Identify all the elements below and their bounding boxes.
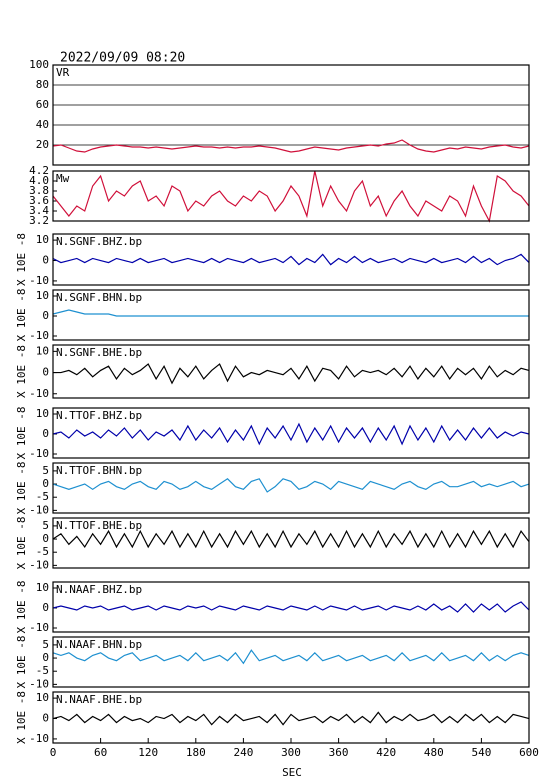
y-tick-label: -10 — [29, 732, 49, 745]
x-tick-label: 540 — [471, 746, 491, 759]
x-tick-label: 180 — [186, 746, 206, 759]
waveform — [52, 478, 530, 493]
panel-frame — [52, 407, 530, 459]
y-tick-label: -5 — [36, 545, 49, 558]
y-tick-label: 10 — [36, 581, 49, 594]
y-tick-label: -5 — [36, 664, 49, 677]
y-tick-label: 10 — [36, 233, 49, 246]
panel-label: N.TTOF.BHN.bp — [56, 464, 142, 477]
y-tick-label: 10 — [36, 691, 49, 704]
panel-frame — [52, 64, 530, 166]
y-tick-label: 5 — [42, 464, 49, 477]
y-tick-label: 0 — [42, 427, 49, 440]
y-tick-label: -10 — [29, 329, 49, 342]
panel-label: N.TTOF.BHE.bp — [56, 519, 142, 532]
y-axis-label: X 10E -8 — [15, 407, 28, 460]
panel-frame — [52, 170, 530, 222]
panel-label: N.TTOF.BHZ.bp — [56, 409, 142, 422]
panel-label: VR — [56, 66, 70, 79]
x-tick-label: 120 — [138, 746, 158, 759]
y-tick-label: 3.2 — [29, 214, 49, 227]
panel-label: Mw — [56, 172, 70, 185]
y-tick-label: -10 — [29, 503, 49, 516]
y-tick-label: 0 — [42, 254, 49, 267]
panel-frame — [52, 581, 530, 633]
y-tick-label: 5 — [42, 519, 49, 532]
waveform — [52, 711, 530, 726]
y-tick-label: 0 — [42, 309, 49, 322]
panel-frame — [52, 233, 530, 286]
y-tick-label: 4.0 — [29, 174, 49, 187]
y-tick-label: 0 — [42, 366, 49, 379]
waveform — [53, 363, 530, 385]
y-tick-label: 10 — [36, 407, 49, 420]
y-tick-label: 40 — [36, 118, 49, 131]
y-tick-label: -10 — [29, 677, 49, 690]
y-tick-label: -10 — [29, 621, 49, 634]
panel-label: N.SGNF.BHE.bp — [56, 346, 142, 359]
y-axis-label: X 10E -8 — [15, 581, 28, 634]
y-tick-label: 60 — [36, 98, 49, 111]
y-tick-label: -10 — [29, 387, 49, 400]
waveform — [52, 649, 530, 665]
x-tick-label: 240 — [233, 746, 253, 759]
panel-label: N.NAAF.BHN.bp — [56, 638, 142, 651]
y-axis-label: X 10E -8 — [15, 289, 28, 342]
waveform — [52, 422, 530, 446]
x-axis-label: SEC — [282, 766, 302, 779]
panel-label: N.SGNF.BHZ.bp — [56, 235, 142, 248]
panel-label: N.NAAF.BHZ.bp — [56, 583, 142, 596]
y-axis-label: X 10E -8 — [15, 462, 28, 515]
panel-label: N.SGNF.BHN.bp — [56, 291, 142, 304]
x-tick-label: 360 — [329, 746, 349, 759]
panel-frame — [52, 517, 530, 569]
y-tick-label: 3.6 — [29, 194, 49, 207]
y-tick-label: 10 — [36, 344, 49, 357]
y-tick-label: 3.4 — [29, 204, 49, 217]
x-tick-label: 480 — [424, 746, 444, 759]
waveform — [52, 529, 530, 549]
y-axis-label: X 10E -8 — [15, 636, 28, 689]
waveform — [52, 170, 530, 223]
y-axis-label: X 10E -8 — [15, 233, 28, 286]
y-tick-label: -5 — [36, 490, 49, 503]
y-tick-label: -10 — [29, 447, 49, 460]
x-tick-label: 600 — [519, 746, 539, 759]
y-axis-label: X 10E -8 — [15, 345, 28, 398]
y-tick-label: 0 — [42, 712, 49, 725]
x-tick-label: 300 — [281, 746, 301, 759]
y-tick-label: 20 — [36, 138, 49, 151]
y-tick-label: 0 — [42, 601, 49, 614]
y-tick-label: 4.2 — [29, 164, 49, 177]
x-tick-label: 420 — [376, 746, 396, 759]
y-axis-label: X 10E -8 — [15, 517, 28, 570]
waveform — [52, 253, 530, 266]
y-tick-label: 3.8 — [29, 184, 49, 197]
y-tick-label: 10 — [36, 289, 49, 302]
panel-frame — [52, 344, 530, 399]
panel-frame — [52, 636, 530, 688]
waveform — [52, 601, 530, 613]
y-tick-label: 80 — [36, 78, 49, 91]
chart-title: 2022/09/09 08:20 — [60, 51, 185, 66]
y-tick-label: 5 — [42, 638, 49, 651]
y-tick-label: -10 — [29, 274, 49, 287]
y-tick-label: 100 — [29, 58, 49, 71]
panel-label: N.NAAF.BHE.bp — [56, 693, 142, 706]
x-tick-label: 0 — [50, 746, 57, 759]
x-tick-label: 60 — [94, 746, 107, 759]
waveform — [52, 309, 529, 317]
waveform — [52, 139, 530, 153]
panel-frame — [52, 462, 530, 514]
panel-frame — [52, 289, 530, 341]
y-tick-label: 0 — [42, 477, 49, 490]
y-tick-label: 0 — [42, 651, 49, 664]
y-axis-label: X 10E -8 — [15, 691, 28, 744]
y-tick-label: -10 — [29, 558, 49, 571]
y-tick-label: 0 — [42, 532, 49, 545]
